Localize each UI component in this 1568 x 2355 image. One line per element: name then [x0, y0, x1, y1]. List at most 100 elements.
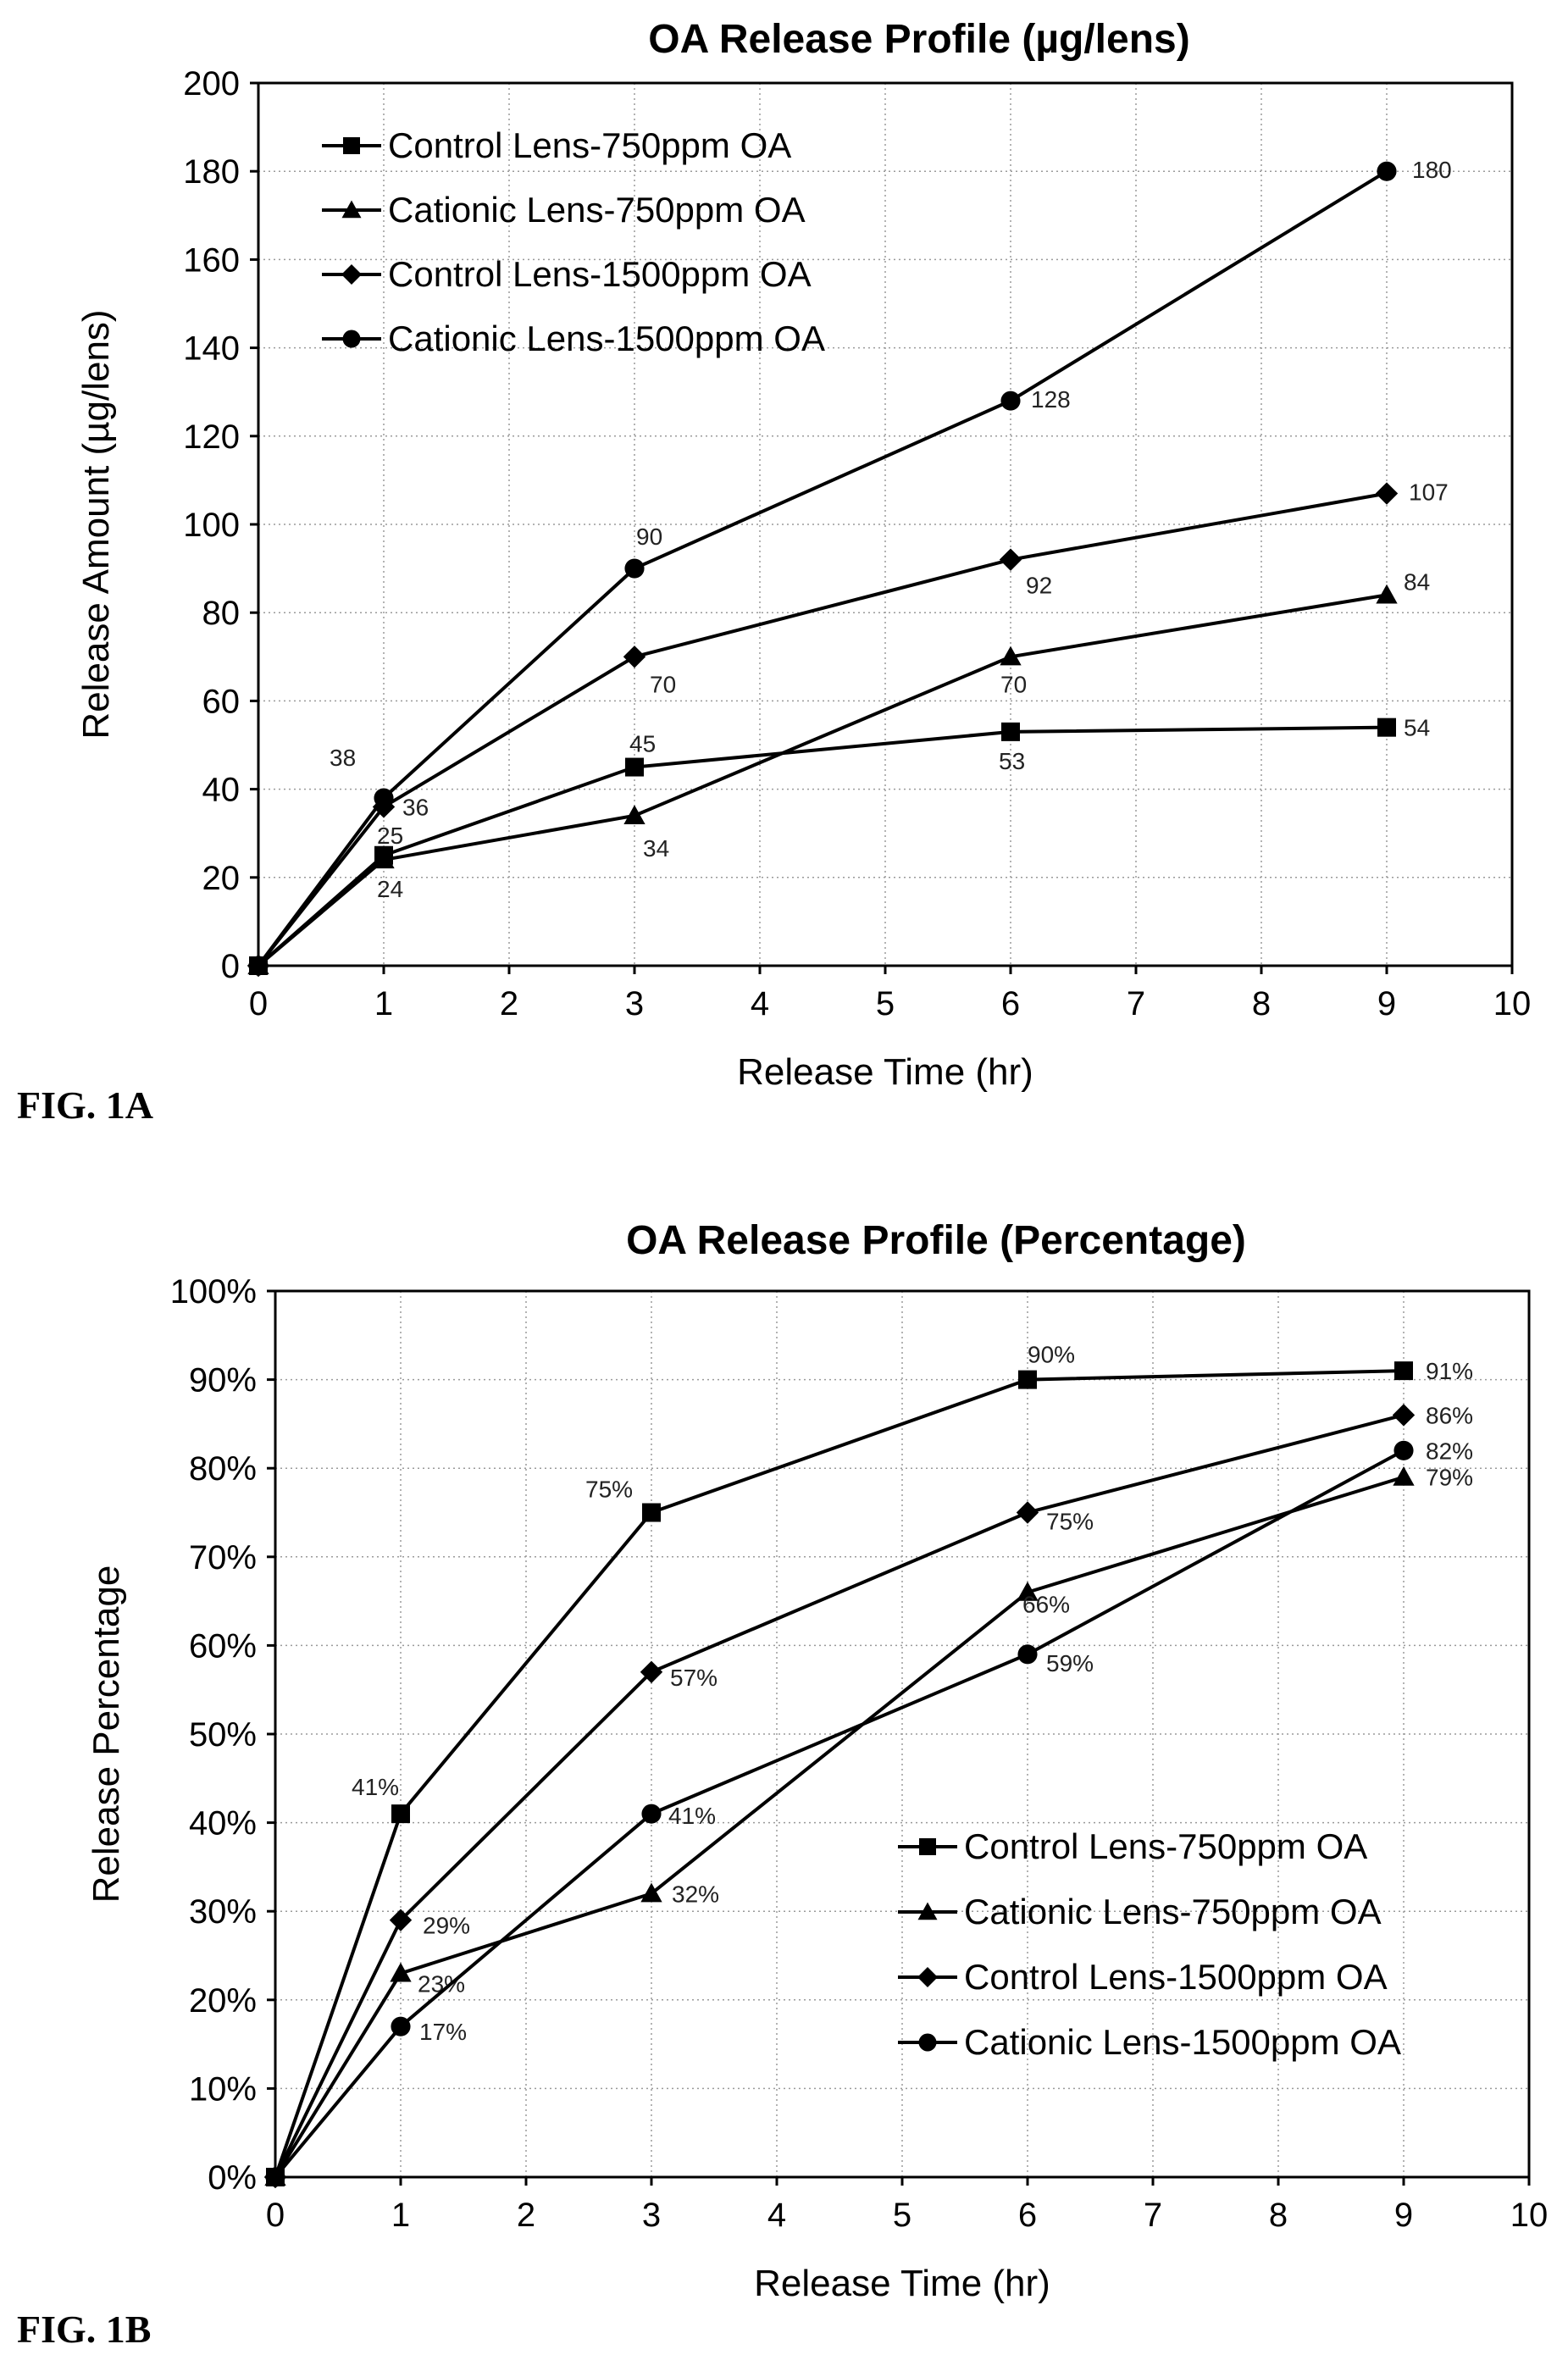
x-tick-label: 1 [391, 2197, 410, 2234]
data-point [1377, 718, 1396, 737]
y-tick-label: 20 [202, 860, 241, 897]
y-tick-label: 20% [189, 1982, 257, 2020]
legend-marker [917, 1967, 938, 1987]
data-label: 25 [377, 823, 403, 849]
data-label: 36 [402, 794, 429, 820]
data-point [1000, 391, 1021, 411]
x-tick-label: 10 [1493, 985, 1532, 1022]
figure-label: FIG. 1A [17, 1083, 153, 1127]
data-point [1001, 722, 1020, 741]
y-tick-label: 40% [189, 1805, 257, 1842]
data-point [390, 1962, 412, 1982]
y-tick-label: 120 [183, 418, 240, 456]
data-point [1393, 1466, 1415, 1486]
x-tick-label: 5 [876, 985, 895, 1022]
x-tick-label: 3 [642, 2197, 661, 2234]
legend-marker [342, 330, 361, 348]
x-tick-label: 4 [767, 2197, 786, 2234]
y-tick-label: 30% [189, 1893, 257, 1931]
data-label: 41% [668, 1803, 716, 1829]
data-label: 45 [629, 731, 656, 757]
data-point [625, 757, 644, 777]
legend-marker [341, 200, 362, 219]
data-point [1394, 1361, 1413, 1381]
data-label: 70 [650, 671, 676, 697]
legend-marker [341, 264, 362, 285]
data-label: 17% [419, 2019, 467, 2045]
x-tick-label: 9 [1377, 985, 1396, 1022]
legend-entry: Control Lens-1500ppm OA [964, 1957, 1388, 1997]
chart-oa-release-amount: 0 20 40 60 80 100 120 140 160 180 200 0 1 2 3 4 5 6 7 8 9 10 O… [0, 0, 1568, 1169]
data-point [1000, 646, 1022, 666]
y-tick-label: 50% [189, 1716, 257, 1754]
data-label: 59% [1046, 1650, 1094, 1676]
data-label: 90% [1028, 1342, 1075, 1368]
data-point [640, 1882, 662, 1903]
x-tick-label: 0 [249, 985, 268, 1022]
x-tick-label: 10 [1510, 2197, 1549, 2234]
legend-entry: Control Lens-750ppm OA [388, 125, 791, 165]
data-point [999, 548, 1022, 571]
x-tick-label: 2 [517, 2197, 535, 2234]
legend-entry: Cationic Lens-1500ppm OA [388, 319, 825, 358]
data-label: 91% [1426, 1358, 1473, 1384]
y-tick-label: 100 [183, 507, 240, 544]
data-point [1393, 1440, 1414, 1460]
data-point [265, 2167, 285, 2187]
data-label: 90 [636, 524, 662, 550]
x-tick-label: 9 [1394, 2197, 1413, 2234]
chart-b-svg: 0% 10% 20% 30% 40% 50% 60% 70% 80% 90% 100% 0 1 2 3 4 5 6… [17, 1218, 1549, 2351]
y-tick-label: 140 [183, 330, 240, 368]
figure-label: FIG. 1B [17, 2308, 151, 2351]
data-label: 53 [999, 748, 1025, 774]
data-label: 34 [643, 835, 669, 862]
data-point [248, 956, 269, 976]
y-tick-label: 100% [170, 1273, 257, 1310]
x-tick-label: 7 [1144, 2197, 1162, 2234]
series-line [274, 1449, 1405, 2179]
y-tick-label: 0% [208, 2159, 257, 2197]
y-tick-label: 60% [189, 1627, 257, 1665]
legend-entry: Cationic Lens-750ppm OA [964, 1892, 1382, 1931]
data-label: 66% [1022, 1592, 1070, 1618]
y-tick-label: 10% [189, 2070, 257, 2108]
data-label: 57% [670, 1665, 718, 1691]
data-label: 79% [1426, 1465, 1473, 1491]
y-tick-label: 40 [202, 772, 241, 809]
legend-entry: Control Lens-750ppm OA [964, 1826, 1367, 1866]
data-point [373, 849, 395, 869]
x-tick-label: 5 [893, 2197, 911, 2234]
legend-entry: Cationic Lens-750ppm OA [388, 190, 806, 230]
data-label: 29% [423, 1913, 470, 1939]
x-tick-label: 6 [1018, 2197, 1037, 2234]
y-tick-label: 80 [202, 595, 241, 632]
data-label: 92 [1026, 573, 1052, 599]
data-label: 70 [1000, 671, 1027, 697]
legend-entry: Control Lens-1500ppm OA [388, 254, 812, 294]
data-point [1375, 482, 1399, 505]
chart-oa-release-percentage: 0% 10% 20% 30% 40% 50% 60% 70% 80% 90% 100% 0 1 2 3 4 5 6… [0, 1186, 1568, 2351]
x-tick-label: 7 [1127, 985, 1145, 1022]
y-tick-label: 60 [202, 683, 241, 720]
data-point [374, 788, 394, 808]
data-point [642, 1503, 661, 1522]
x-axis-label: Release Time (hr) [754, 2263, 1050, 2304]
x-tick-label: 2 [500, 985, 518, 1022]
x-tick-label: 3 [625, 985, 644, 1022]
data-label: 107 [1409, 479, 1449, 506]
data-point [391, 2016, 411, 2036]
y-tick-label: 0 [221, 948, 240, 985]
legend-entry: Cationic Lens-1500ppm OA [964, 2022, 1401, 2062]
data-point [1017, 1644, 1038, 1665]
y-axis-label: Release Percentage [86, 1565, 127, 1903]
data-label: 32% [672, 1881, 719, 1907]
x-axis-label: Release Time (hr) [737, 1051, 1033, 1093]
x-tick-label: 1 [374, 985, 393, 1022]
data-point [640, 1660, 663, 1683]
x-tick-label: 6 [1001, 985, 1020, 1022]
data-label: 82% [1426, 1438, 1473, 1464]
data-point [623, 805, 645, 824]
data-point [1016, 1501, 1039, 1524]
y-tick-label: 160 [183, 241, 240, 279]
